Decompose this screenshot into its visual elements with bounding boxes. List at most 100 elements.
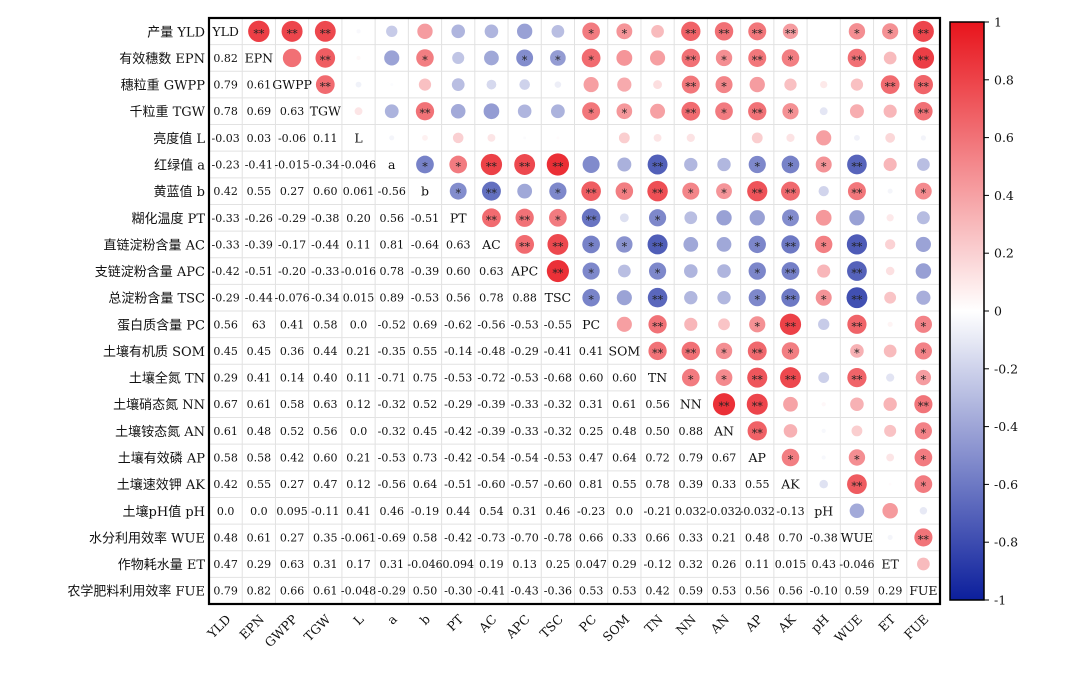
- row-label-AK: 土壤速效钾 AK: [117, 477, 206, 493]
- corr-value-NN-TN: 0.56: [645, 398, 670, 411]
- diagonal-label-AK: AK: [780, 477, 800, 492]
- significance-stars-EPN-APC: *: [522, 54, 528, 67]
- corr-value-SOM-EPN: 0.45: [247, 345, 272, 358]
- significance-stars-AN-FUE: *: [921, 427, 927, 440]
- corr-circle-EPN-AN: [715, 49, 733, 67]
- corr-value-SOM-APC: -0.29: [511, 345, 539, 358]
- colorbar-tick-label: 0.6: [994, 130, 1014, 145]
- corr-value-TSC-PT: 0.56: [446, 292, 471, 305]
- significance-stars-a-AK: *: [788, 161, 794, 174]
- row-label-b: 黄蓝值 b: [154, 184, 205, 200]
- corr-value-AN-YLD: 0.61: [213, 425, 238, 438]
- corr-circle-SOM-WUE: [850, 344, 864, 358]
- corr-circle-YLD-SOM: [616, 23, 633, 40]
- corr-circle-a-AP: [748, 155, 766, 174]
- corr-circle-TGW-NN: [681, 101, 701, 121]
- significance-stars-YLD-AN: **: [719, 27, 731, 40]
- corr-value-NN-SOM: 0.61: [612, 398, 637, 411]
- corr-value-pH-L: 0.41: [346, 505, 371, 518]
- corr-value-pH-TN: -0.21: [643, 505, 671, 518]
- corr-circle-NN-AN: [712, 393, 736, 416]
- corr-value-ET-TN: -0.12: [643, 558, 671, 571]
- corr-value-PC-a: -0.52: [378, 318, 406, 331]
- corr-value-TGW-EPN: 0.69: [247, 105, 272, 118]
- corr-circle-TN-pH: [818, 372, 830, 384]
- corr-value-AN-b: 0.45: [413, 425, 438, 438]
- significance-stars-YLD-PC: *: [588, 27, 594, 40]
- corr-circle-YLD-a: [386, 25, 398, 37]
- significance-stars-EPN-NN: **: [685, 54, 697, 67]
- corr-circle-a-PC: [582, 155, 600, 174]
- diagonal-label-TGW: TGW: [310, 104, 341, 119]
- column-label-TN: TN: [641, 611, 665, 635]
- corr-value-APC-PT: 0.60: [446, 265, 471, 278]
- corr-circle-APC-AP: [748, 262, 766, 280]
- corr-circle-PC-AN: [718, 318, 730, 331]
- corr-value-SOM-TSC: -0.41: [544, 345, 572, 358]
- corr-value-AC-YLD: -0.33: [212, 238, 240, 251]
- significance-stars-a-pH: *: [821, 161, 827, 174]
- row-label-FUE: 农学肥料利用效率 FUE: [67, 584, 205, 600]
- significance-stars-YLD-FUE: **: [918, 27, 930, 40]
- diagonal-label-TSC: TSC: [545, 290, 571, 305]
- corr-circle-AP-WUE: [848, 449, 866, 466]
- corr-circle-TGW-TN: [650, 103, 666, 119]
- significance-stars-SOM-TN: **: [652, 347, 664, 360]
- corr-value-PC-TSC: -0.55: [544, 318, 572, 331]
- diagonal-label-a: a: [388, 157, 396, 172]
- significance-stars-a-AC: **: [486, 161, 498, 174]
- corr-value-ET-PT: 0.094: [442, 558, 474, 571]
- corr-circle-PT-SOM: [619, 213, 629, 223]
- significance-stars-SOM-WUE: *: [854, 347, 860, 360]
- corr-circle-L-pH: [816, 130, 832, 146]
- corr-value-pH-PT: 0.44: [446, 505, 471, 518]
- corr-value-b-YLD: 0.42: [213, 185, 238, 198]
- significance-stars-b-AC: **: [486, 187, 498, 200]
- corr-value-APC-YLD: -0.42: [212, 265, 240, 278]
- corr-value-ET-APC: 0.13: [512, 558, 537, 571]
- corr-value-SOM-AC: -0.48: [477, 345, 505, 358]
- corr-value-AP-AC: -0.54: [477, 452, 505, 465]
- significance-stars-TN-WUE: **: [851, 374, 863, 387]
- corr-value-AN-APC: -0.33: [511, 425, 539, 438]
- corr-value-PT-L: 0.20: [346, 212, 371, 225]
- corr-value-pH-AK: -0.13: [776, 505, 804, 518]
- corr-circle-PT-FUE: [916, 211, 930, 225]
- significance-stars-APC-AK: **: [785, 267, 797, 280]
- corr-value-pH-TGW: -0.11: [311, 505, 339, 518]
- corr-circle-YLD-EPN: [248, 20, 270, 43]
- diagonal-label-FUE: FUE: [909, 583, 937, 598]
- corr-value-APC-GWPP: -0.20: [278, 265, 306, 278]
- corr-circle-TSC-PC: [582, 288, 600, 307]
- significance-stars-EPN-AN: *: [721, 54, 727, 67]
- corr-circle-PC-NN: [684, 317, 698, 331]
- corr-circle-b-APC: [517, 183, 533, 199]
- diagonal-label-NN: NN: [680, 397, 702, 412]
- corr-circle-AN-pH: [821, 428, 826, 433]
- corr-value-WUE-b: 0.58: [413, 531, 438, 544]
- corr-value-L-GWPP: -0.06: [278, 132, 306, 145]
- corr-circle-GWPP-AP: [749, 76, 765, 93]
- corr-value-TSC-AC: 0.78: [479, 292, 504, 305]
- corr-circle-EPN-AC: [484, 50, 499, 66]
- corr-value-FUE-EPN: 0.82: [247, 585, 272, 598]
- corr-circle-YLD-NN: [681, 21, 701, 41]
- corr-value-ET-NN: 0.32: [679, 558, 704, 571]
- corr-circle-b-PT: [449, 182, 467, 200]
- corr-circle-YLD-PT: [451, 24, 465, 39]
- corr-circle-EPN-APC: [516, 49, 534, 67]
- corr-circle-YLD-AK: [782, 23, 799, 39]
- corr-value-SOM-TGW: 0.44: [313, 345, 338, 358]
- corr-circle-GWPP-WUE: [850, 78, 864, 91]
- corr-circle-SOM-TN: [648, 341, 667, 361]
- column-label-TGW: TGW: [301, 611, 334, 644]
- corr-value-FUE-PT: -0.30: [444, 585, 472, 598]
- corr-value-APC-AC: 0.63: [479, 265, 504, 278]
- corr-value-TN-b: 0.75: [413, 372, 438, 385]
- corr-value-PC-TGW: 0.58: [313, 318, 338, 331]
- significance-stars-SOM-FUE: *: [921, 347, 927, 360]
- corr-circle-TSC-WUE: [846, 287, 868, 309]
- corr-circle-GWPP-b: [418, 78, 432, 91]
- corr-value-PT-TGW: -0.38: [311, 212, 339, 225]
- significance-stars-TSC-PC: *: [588, 294, 594, 307]
